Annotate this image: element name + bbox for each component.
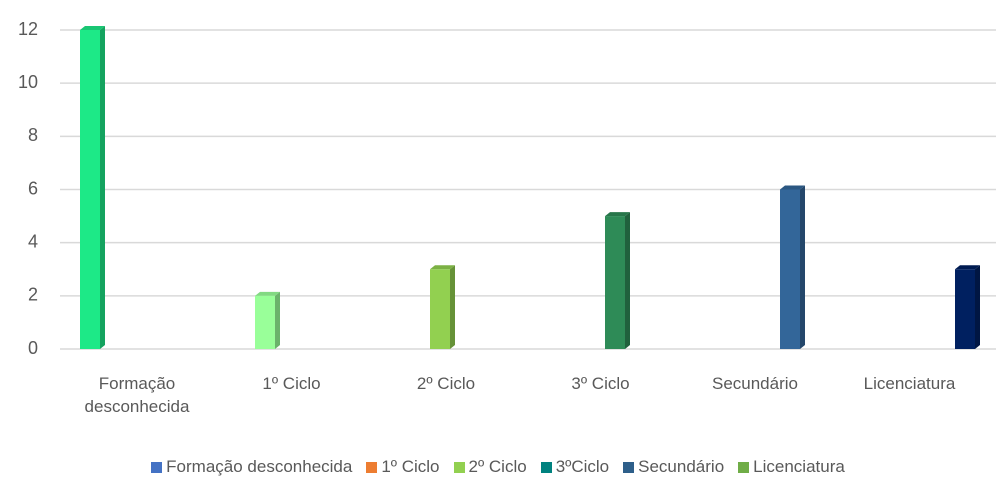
bar-top (780, 185, 805, 190)
legend-swatch (453, 461, 465, 473)
legend-item: Formação desconhecida (151, 457, 352, 477)
bar (430, 269, 450, 349)
bar-top (80, 26, 105, 30)
bar-top (605, 212, 630, 217)
legend-item: 3ºCiclo (540, 457, 610, 477)
legend-label: Secundário (638, 457, 725, 476)
legend-swatch (623, 461, 635, 473)
y-tick-label: 2 (28, 285, 38, 305)
legend-label: 1º Ciclo (381, 457, 440, 476)
bar (955, 269, 975, 349)
legend-label: 3ºCiclo (555, 457, 610, 476)
legend-label: 2º Ciclo (468, 457, 527, 476)
legend-swatch (151, 461, 163, 473)
bar (780, 189, 800, 349)
bar-top (955, 265, 980, 270)
y-tick-label: 0 (28, 338, 38, 358)
x-tick-label: Secundário (711, 374, 798, 393)
legend-label: Formação desconhecida (166, 457, 353, 476)
bar-side (100, 26, 105, 349)
bar (255, 295, 275, 349)
bar-side (450, 265, 455, 349)
legend-swatch (738, 461, 750, 473)
legend-swatch (540, 461, 552, 473)
bar-side (275, 291, 280, 349)
legend-item: 2º Ciclo (453, 457, 527, 477)
legend-item: 1º Ciclo (366, 457, 440, 477)
x-tick-label: Licenciatura (863, 374, 956, 393)
bar (80, 30, 100, 349)
y-tick-label: 12 (18, 19, 38, 39)
bar (605, 216, 625, 349)
x-tick-label: 1º Ciclo (262, 374, 321, 393)
bar-top (255, 291, 280, 296)
y-tick-label: 8 (28, 125, 38, 145)
x-tick-label: Formação desconhecida (84, 374, 190, 416)
legend-item: Secundário (623, 457, 724, 477)
legend-label: Licenciatura (753, 457, 845, 476)
legend-item: Licenciatura (738, 457, 845, 477)
legend-swatch (366, 461, 378, 473)
x-tick-label: 3º Ciclo (571, 374, 630, 393)
bar-side (975, 265, 980, 349)
x-tick-label: 2º Ciclo (416, 374, 476, 393)
y-tick-label: 4 (28, 231, 38, 251)
y-tick-label: 10 (18, 72, 38, 92)
y-tick-label: 6 (28, 178, 38, 198)
legend: Formação desconhecida 1º Ciclo 2º Ciclo 3ºC… (0, 457, 996, 477)
bar-side (800, 185, 805, 349)
bar-top (430, 265, 455, 270)
bar-side (625, 212, 630, 349)
